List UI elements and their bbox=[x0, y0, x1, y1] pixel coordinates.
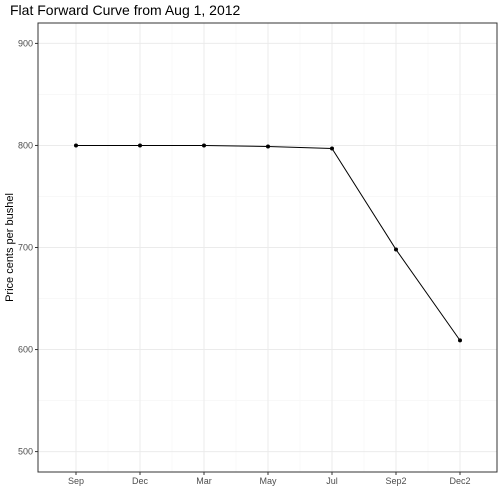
x-tick-label: Mar bbox=[196, 476, 212, 486]
y-axis: 500 600 700 800 900 bbox=[18, 38, 38, 456]
x-axis: Sep Dec Mar May Jul Sep2 Dec2 bbox=[68, 472, 471, 486]
data-point bbox=[266, 144, 270, 148]
x-tick-label: Dec bbox=[132, 476, 149, 486]
data-point bbox=[74, 143, 78, 147]
y-tick-label: 900 bbox=[18, 38, 33, 48]
y-tick-label: 700 bbox=[18, 243, 33, 253]
data-point bbox=[458, 338, 462, 342]
x-tick-label: Sep bbox=[68, 476, 84, 486]
data-point bbox=[138, 143, 142, 147]
x-tick-label: Dec2 bbox=[449, 476, 470, 486]
y-axis-title: Price cents per bushel bbox=[4, 193, 16, 302]
y-tick-label: 800 bbox=[18, 140, 33, 150]
data-point bbox=[394, 248, 398, 252]
y-tick-label: 500 bbox=[18, 447, 33, 457]
x-tick-label: Jul bbox=[326, 476, 338, 486]
x-tick-label: Sep2 bbox=[385, 476, 406, 486]
x-tick-label: May bbox=[259, 476, 277, 486]
y-tick-label: 600 bbox=[18, 345, 33, 355]
data-point bbox=[202, 143, 206, 147]
data-point bbox=[330, 147, 334, 151]
